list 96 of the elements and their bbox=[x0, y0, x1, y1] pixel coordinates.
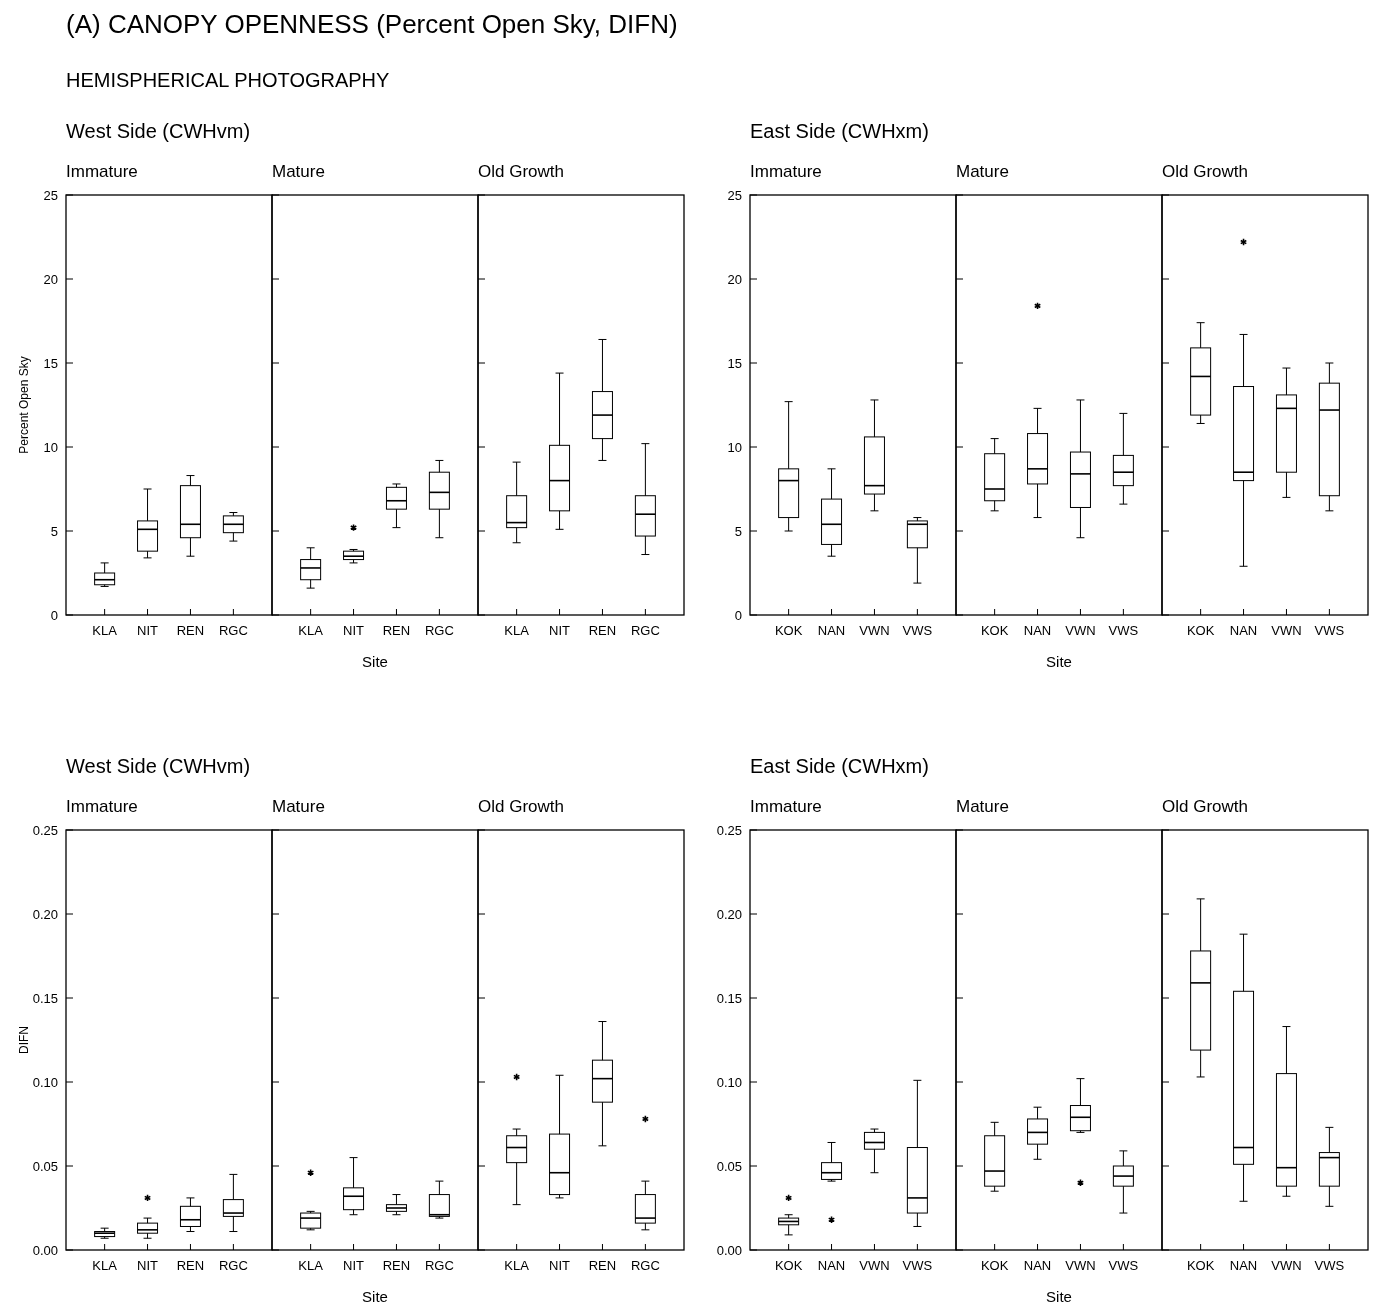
y-tick-label: 15 bbox=[727, 355, 742, 371]
y-tick-label: 25 bbox=[43, 187, 58, 203]
x-tick-label: NAN bbox=[1023, 1258, 1052, 1273]
x-tick-label: VWS bbox=[1108, 623, 1139, 638]
y-tick-label: 0.15 bbox=[716, 990, 742, 1006]
y-tick-label: 0.20 bbox=[716, 906, 742, 922]
x-axis-title: Site bbox=[1046, 1288, 1072, 1305]
x-tick-label: RGC bbox=[630, 623, 660, 638]
text: HEMISPHERICAL PHOTOGRAPHY bbox=[66, 69, 390, 91]
chart-title: Old Growth bbox=[478, 162, 564, 181]
x-tick-label: KLA bbox=[92, 1258, 118, 1273]
x-tick-label: VWN bbox=[1065, 623, 1096, 638]
chart-title: Mature bbox=[956, 162, 1009, 181]
y-tick-label: 0.20 bbox=[32, 906, 58, 922]
x-tick-label: VWS bbox=[902, 623, 933, 638]
x-tick-label: VWN bbox=[1271, 1258, 1302, 1273]
x-tick-label: KOK bbox=[980, 623, 1009, 638]
chart-subtitle: West Side (CWHvm) bbox=[66, 755, 251, 777]
y-tick-label: 5 bbox=[734, 523, 742, 539]
x-tick-label: RGC bbox=[424, 1258, 454, 1273]
y-tick-label: 20 bbox=[43, 271, 58, 287]
x-tick-label: KLA bbox=[298, 623, 324, 638]
x-tick-label: REN bbox=[176, 1258, 205, 1273]
x-tick-label: KLA bbox=[504, 623, 530, 638]
y-tick-label: 25 bbox=[727, 187, 742, 203]
x-tick-label: VWS bbox=[1108, 1258, 1139, 1273]
x-tick-label: NAN bbox=[1023, 623, 1052, 638]
y-tick-label: 0.00 bbox=[716, 1242, 742, 1258]
chart-title: Immature bbox=[750, 162, 822, 181]
y-tick-label: 10 bbox=[727, 439, 742, 455]
chart-title: Immature bbox=[66, 797, 138, 816]
x-tick-label: RGC bbox=[630, 1258, 660, 1273]
chart-title: Old Growth bbox=[1162, 797, 1248, 816]
x-tick-label: VWN bbox=[1271, 623, 1302, 638]
x-tick-label: VWN bbox=[1065, 1258, 1096, 1273]
chart-title: Mature bbox=[272, 162, 325, 181]
x-tick-label: KOK bbox=[1186, 1258, 1215, 1273]
y-tick-label: 0 bbox=[734, 607, 742, 623]
x-tick-label: VWS bbox=[1314, 623, 1345, 638]
y-tick-label: 0.00 bbox=[32, 1242, 58, 1258]
y-tick-label: 0.25 bbox=[32, 822, 58, 838]
x-tick-label: KLA bbox=[504, 1258, 530, 1273]
y-tick-label: 0.05 bbox=[32, 1158, 58, 1174]
y-tick-label: 0.05 bbox=[716, 1158, 742, 1174]
x-tick-label: RGC bbox=[218, 1258, 248, 1273]
y-axis-title: Percent Open Sky bbox=[17, 356, 31, 454]
chart-subtitle: West Side (CWHvm) bbox=[66, 120, 251, 142]
y-tick-label: 0.25 bbox=[716, 822, 742, 838]
x-tick-label: VWS bbox=[1314, 1258, 1345, 1273]
text: (A) CANOPY OPENNESS (Percent Open Sky, DIFN) bbox=[66, 9, 678, 39]
x-tick-label: KLA bbox=[298, 1258, 324, 1273]
y-tick-label: 10 bbox=[43, 439, 58, 455]
x-tick-label: VWS bbox=[902, 1258, 933, 1273]
y-tick-label: 0.15 bbox=[32, 990, 58, 1006]
x-axis-title: Site bbox=[362, 1288, 388, 1305]
chart-title: Old Growth bbox=[478, 797, 564, 816]
y-tick-label: 20 bbox=[727, 271, 742, 287]
x-tick-label: NIT bbox=[549, 1258, 571, 1273]
x-tick-label: KOK bbox=[1186, 623, 1215, 638]
chart-title: Old Growth bbox=[1162, 162, 1248, 181]
x-tick-label: RGC bbox=[424, 623, 454, 638]
x-tick-label: NAN bbox=[817, 1258, 846, 1273]
x-tick-label: REN bbox=[382, 623, 411, 638]
x-tick-label: NIT bbox=[549, 623, 571, 638]
y-tick-label: 0 bbox=[50, 607, 58, 623]
x-tick-label: NAN bbox=[817, 623, 846, 638]
x-tick-label: KOK bbox=[980, 1258, 1009, 1273]
x-axis-title: Site bbox=[1046, 653, 1072, 670]
chart-title: Mature bbox=[956, 797, 1009, 816]
x-tick-label: KOK bbox=[774, 1258, 803, 1273]
x-tick-label: NIT bbox=[343, 623, 365, 638]
chart-title: Immature bbox=[750, 797, 822, 816]
y-tick-label: 0.10 bbox=[32, 1074, 58, 1090]
chart-subtitle: East Side (CWHxm) bbox=[750, 120, 929, 142]
x-tick-label: VWN bbox=[859, 1258, 890, 1273]
x-tick-label: VWN bbox=[859, 623, 890, 638]
x-tick-label: NAN bbox=[1229, 623, 1258, 638]
y-tick-label: 5 bbox=[50, 523, 58, 539]
x-tick-label: NAN bbox=[1229, 1258, 1258, 1273]
x-tick-label: NIT bbox=[137, 623, 159, 638]
x-tick-label: KLA bbox=[92, 623, 118, 638]
x-tick-label: REN bbox=[176, 623, 205, 638]
chart-title: Immature bbox=[66, 162, 138, 181]
x-tick-label: RGC bbox=[218, 623, 248, 638]
x-tick-label: NIT bbox=[343, 1258, 365, 1273]
y-tick-label: 0.10 bbox=[716, 1074, 742, 1090]
x-tick-label: NIT bbox=[137, 1258, 159, 1273]
chart-subtitle: East Side (CWHxm) bbox=[750, 755, 929, 777]
x-tick-label: KOK bbox=[774, 623, 803, 638]
x-tick-label: REN bbox=[588, 623, 617, 638]
x-tick-label: REN bbox=[382, 1258, 411, 1273]
x-axis-title: Site bbox=[362, 653, 388, 670]
chart-title: Mature bbox=[272, 797, 325, 816]
x-tick-label: REN bbox=[588, 1258, 617, 1273]
y-axis-title: DIFN bbox=[17, 1026, 31, 1054]
y-tick-label: 15 bbox=[43, 355, 58, 371]
